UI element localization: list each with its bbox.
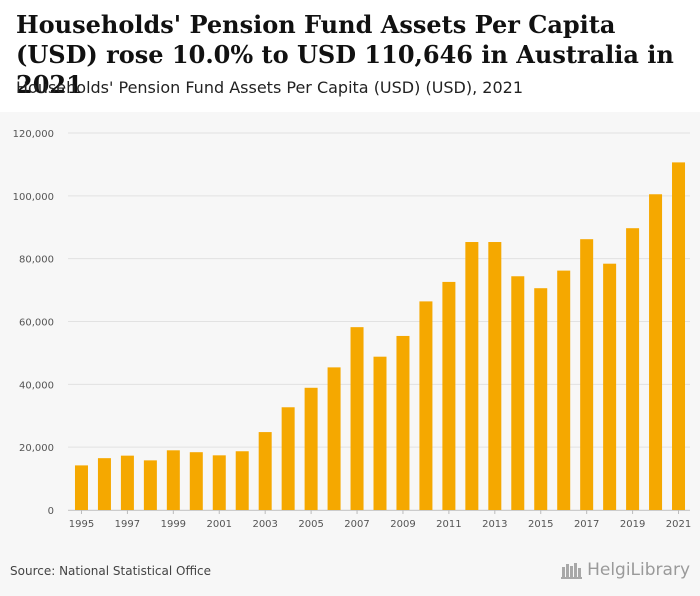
bar-2004: [281, 407, 295, 510]
chart-header: Households' Pension Fund Assets Per Capi…: [0, 0, 700, 112]
helgi-library-logo: HelgiLibrary: [561, 560, 690, 580]
x-tick-label: 2005: [298, 519, 323, 530]
x-tick-label: 1997: [115, 519, 140, 530]
x-tick-label: 2009: [390, 519, 415, 530]
bar-2007: [350, 327, 364, 510]
bar-2016: [557, 270, 571, 510]
bar-2021: [672, 162, 686, 510]
x-tick-label: 2017: [574, 519, 599, 530]
bar-2001: [212, 455, 226, 510]
bar-2014: [511, 276, 525, 510]
source-note: Source: National Statistical Office: [10, 564, 212, 578]
bar-1995: [74, 465, 88, 510]
bar-2003: [258, 432, 272, 510]
bar-1999: [166, 450, 180, 510]
x-tick-label: 2003: [252, 519, 277, 530]
y-axis-ticks: 0 20,000 40,000 60,000 80,000 100,000 120,000: [13, 129, 54, 517]
x-tick-label: 2021: [666, 519, 691, 530]
bar-2011: [442, 281, 456, 510]
bar-1997: [120, 455, 134, 510]
y-tick-label: 20,000: [19, 443, 54, 454]
x-tick-label: 2001: [207, 519, 232, 530]
x-tick-label: 2011: [436, 519, 461, 530]
bar-2008: [373, 356, 387, 510]
x-tick-label: 1995: [69, 519, 94, 530]
bar-2006: [327, 367, 341, 510]
chart-subtitle: Households' Pension Fund Assets Per Capi…: [16, 78, 524, 97]
y-tick-label: 120,000: [13, 129, 54, 140]
x-axis-ticks: 1995 1997 1999 2001 2003 2005 2007 2009 2011 2013…: [69, 510, 691, 530]
chart-title: Households' Pension Fund Assets Per Capi…: [16, 10, 674, 99]
bars: [74, 162, 686, 510]
bar-1996: [97, 458, 111, 510]
bar-2018: [603, 263, 617, 510]
logo-text: HelgiLibrary: [587, 560, 690, 580]
x-tick-label: 1999: [161, 519, 186, 530]
y-tick-label: 80,000: [19, 255, 54, 266]
x-tick-label: 2019: [620, 519, 645, 530]
bar-2000: [189, 452, 203, 510]
bar-2013: [488, 242, 502, 510]
y-tick-label: 40,000: [19, 380, 54, 391]
bar-2015: [534, 288, 548, 510]
bar-2019: [626, 228, 640, 510]
bar-chart: 020,00040,00060,00080,000100,000120,000 …: [13, 129, 692, 530]
bar-2012: [465, 242, 479, 510]
bar-2010: [419, 301, 433, 510]
x-tick-label: 2013: [482, 519, 507, 530]
y-tick-label: 0: [48, 506, 54, 517]
y-tick-label: 100,000: [13, 192, 54, 203]
bar-2017: [580, 239, 594, 510]
y-tick-label: 60,000: [19, 318, 54, 329]
x-tick-label: 2015: [528, 519, 553, 530]
bar-2020: [649, 194, 663, 510]
x-tick-label: 2007: [344, 519, 369, 530]
bar-2002: [235, 451, 249, 510]
bar-1998: [143, 460, 157, 510]
library-icon: [561, 563, 583, 579]
bar-2009: [396, 335, 410, 510]
bar-2005: [304, 387, 318, 510]
